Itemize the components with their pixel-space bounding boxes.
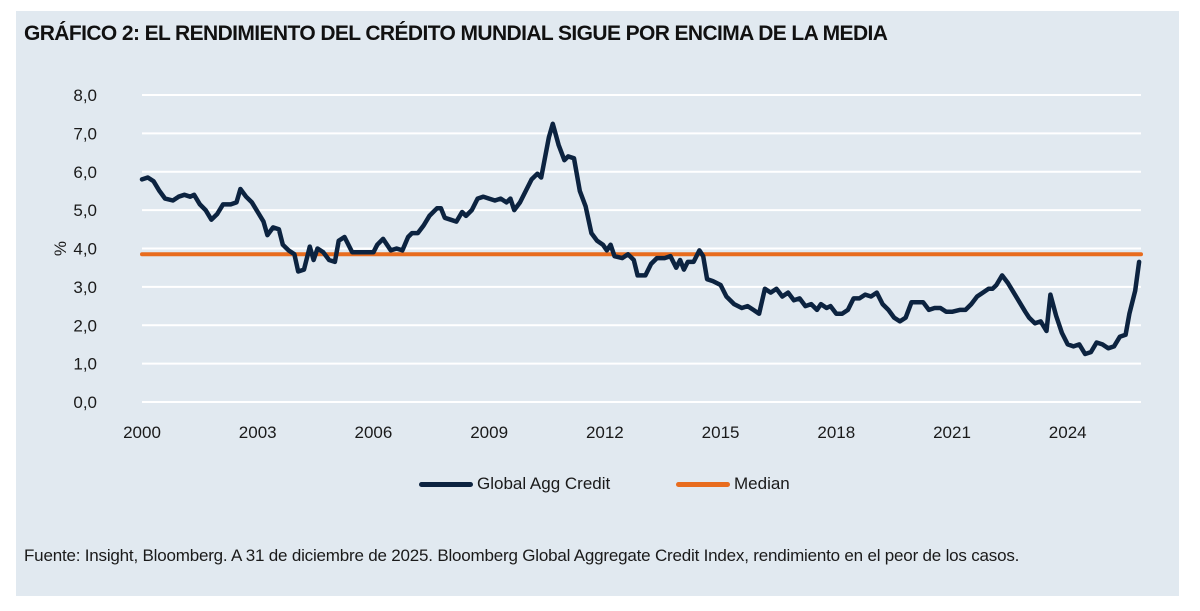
chart-panel <box>16 11 1179 596</box>
x-tick-label: 2021 <box>933 423 971 442</box>
legend-item-median: Median <box>676 474 790 494</box>
x-tick-label: 2003 <box>239 423 277 442</box>
x-tick-label: 2000 <box>123 423 161 442</box>
chart-title: GRÁFICO 2: EL RENDIMIENTO DEL CRÉDITO MU… <box>24 22 888 45</box>
y-tick-label: 2,0 <box>73 316 97 335</box>
source-note: Fuente: Insight, Bloomberg. A 31 de dici… <box>24 546 1020 565</box>
x-tick-label: 2012 <box>586 423 624 442</box>
x-tick-label: 2024 <box>1049 423 1087 442</box>
y-tick-label: 0,0 <box>73 393 97 412</box>
x-tick-label: 2015 <box>702 423 740 442</box>
legend-swatch-global-agg-credit <box>419 481 473 487</box>
x-tick-label: 2018 <box>817 423 855 442</box>
y-tick-label: 3,0 <box>73 278 97 297</box>
legend-label-global-agg-credit: Global Agg Credit <box>477 474 611 493</box>
series-line-global-agg-credit <box>139 121 1142 357</box>
y-tick-label: 1,0 <box>73 355 97 374</box>
grid <box>142 94 1141 403</box>
y-tick-label: 4,0 <box>73 240 97 259</box>
y-tick-label: 7,0 <box>73 124 97 143</box>
y-tick-label: 5,0 <box>73 201 97 220</box>
y-axis-label: % <box>51 241 70 256</box>
legend-item-global-agg-credit: Global Agg Credit <box>419 474 610 494</box>
legend-swatch-median <box>676 481 730 487</box>
x-axis: 2000 2003 2006 2009 2012 2015 2018 2021 2024 <box>123 423 1087 442</box>
x-tick-label: 2006 <box>355 423 393 442</box>
series <box>139 121 1143 357</box>
y-axis: 0,0 1,0 2,0 3,0 4,0 5,0 6,0 7,0 8,0 <box>73 86 97 412</box>
legend: Global Agg Credit Median <box>0 474 1200 500</box>
legend-label-median: Median <box>734 474 790 493</box>
x-tick-label: 2009 <box>470 423 508 442</box>
y-tick-label: 8,0 <box>73 86 97 105</box>
y-tick-label: 6,0 <box>73 163 97 182</box>
